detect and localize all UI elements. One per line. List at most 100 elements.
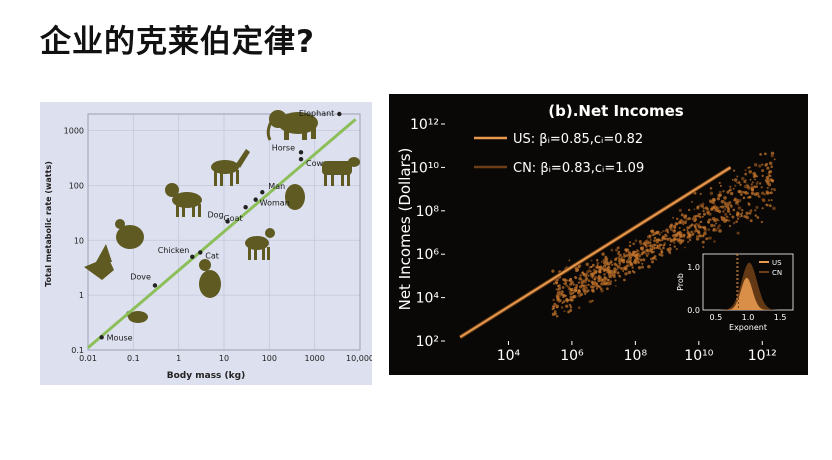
net-incomes-point	[740, 193, 743, 196]
net-incomes-point	[768, 204, 772, 208]
net-incomes-point	[595, 265, 599, 270]
net-incomes-point	[772, 187, 776, 191]
net-y-tick-label: 10¹²	[410, 117, 439, 133]
net-incomes-point	[591, 282, 594, 286]
net-incomes-point	[761, 174, 764, 178]
net-incomes-point	[597, 276, 601, 280]
net-incomes-point	[611, 263, 614, 266]
net-incomes-point	[715, 222, 718, 225]
net-incomes-point	[698, 215, 702, 219]
kleiber-x-tick-label: 1000	[304, 354, 324, 363]
net-incomes-point	[770, 188, 773, 191]
net-incomes-point	[569, 277, 572, 281]
net-incomes-point	[603, 282, 607, 286]
net-incomes-point	[579, 264, 582, 267]
net-incomes-point	[736, 211, 740, 215]
man-icon	[285, 184, 305, 210]
net-incomes-point	[718, 190, 722, 194]
net-incomes-point	[740, 214, 743, 218]
kleiber-chart-panel: 0.01 0.1 1 10 100 1000 10,000 0.1 1 10 100 1000	[40, 102, 374, 385]
net-incomes-point	[750, 183, 753, 186]
net-incomes-point	[768, 161, 773, 166]
net-incomes-point	[590, 266, 593, 268]
net-incomes-point	[620, 259, 623, 262]
net-incomes-point	[768, 170, 771, 174]
net-incomes-point	[687, 217, 691, 221]
net-x-tick-label: 10¹²	[748, 348, 777, 364]
net-incomes-point	[682, 223, 685, 226]
net-incomes-point	[702, 207, 705, 210]
net-incomes-point	[663, 242, 667, 245]
net-incomes-point	[655, 258, 658, 261]
net-incomes-point	[722, 190, 725, 193]
net-incomes-point	[622, 253, 626, 256]
net-incomes-point	[688, 238, 692, 242]
net-incomes-point	[601, 252, 605, 256]
net-incomes-point	[678, 208, 682, 212]
inset-x-tick-label: 1.0	[742, 313, 755, 322]
net-incomes-point	[728, 201, 732, 204]
net-incomes-point	[632, 250, 636, 255]
net-incomes-point	[577, 306, 581, 310]
net-incomes-point	[688, 233, 692, 237]
net-incomes-point	[696, 235, 698, 238]
animal-silhouettes	[84, 110, 360, 323]
kleiber-point-label: Man	[268, 182, 285, 191]
net-incomes-point	[593, 284, 597, 288]
net-incomes-point	[568, 259, 571, 262]
net-incomes-point	[761, 207, 764, 210]
net-incomes-point	[703, 228, 707, 233]
net-incomes-point	[667, 249, 671, 254]
net-incomes-point	[728, 224, 732, 228]
net-incomes-point	[580, 280, 584, 285]
net-incomes-point	[627, 258, 630, 261]
net-incomes-point	[764, 179, 767, 182]
net-incomes-point	[719, 184, 722, 187]
dove-icon	[84, 244, 114, 280]
net-incomes-point	[598, 268, 602, 272]
net-incomes-point	[679, 232, 683, 236]
net-incomes-point	[587, 289, 590, 293]
net-incomes-point	[760, 220, 764, 224]
inset-y-tick-label: 0.0	[687, 306, 700, 315]
net-incomes-point	[600, 266, 604, 270]
net-incomes-point	[591, 263, 595, 267]
net-incomes-point	[618, 275, 622, 278]
kleiber-x-tick-label: 10	[219, 354, 229, 363]
net-incomes-point	[720, 199, 725, 204]
net-incomes-point	[587, 283, 590, 287]
net-incomes-point	[683, 228, 686, 232]
net-incomes-point	[708, 212, 712, 216]
net-incomes-point	[664, 229, 667, 232]
net-incomes-point	[707, 210, 711, 213]
net-incomes-point	[652, 246, 656, 250]
net-incomes-point	[724, 212, 728, 216]
net-incomes-point	[566, 279, 569, 282]
net-incomes-point	[724, 218, 728, 222]
net-incomes-point	[627, 270, 632, 275]
net-incomes-point	[758, 182, 762, 185]
net-incomes-point	[686, 236, 689, 239]
net-incomes-point	[573, 288, 578, 293]
net-incomes-point	[726, 216, 729, 219]
net-x-tick-label: 10⁴	[497, 348, 521, 364]
net-incomes-point	[747, 187, 751, 191]
net-incomes-point	[636, 249, 639, 251]
net-incomes-point	[739, 183, 742, 186]
net-incomes-point	[744, 169, 747, 172]
net-incomes-point	[675, 247, 678, 251]
net-incomes-point	[721, 205, 725, 209]
net-incomes-point	[750, 191, 754, 195]
net-incomes-point	[560, 306, 564, 309]
net-incomes-point	[647, 252, 650, 255]
net-incomes-point	[590, 259, 593, 262]
net-incomes-point	[600, 282, 604, 286]
net-x-tick-label: 10¹⁰	[684, 348, 713, 364]
net-incomes-point	[644, 252, 648, 255]
net-incomes-point	[678, 220, 682, 225]
net-incomes-point	[585, 277, 589, 280]
kleiber-point-goat	[243, 205, 248, 210]
net-incomes-point	[706, 207, 709, 211]
net-incomes-point	[608, 263, 611, 266]
